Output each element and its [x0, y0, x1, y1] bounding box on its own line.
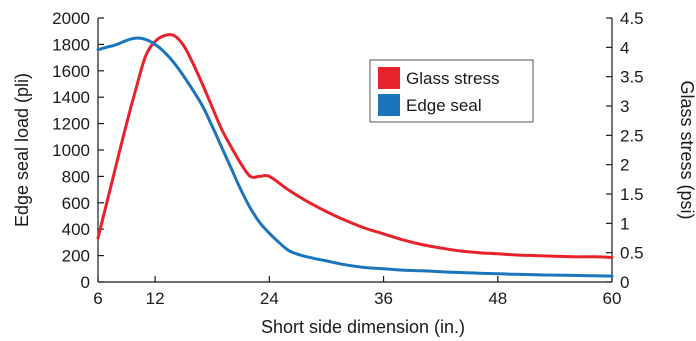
legend: Glass stress Edge seal	[369, 59, 534, 123]
legend-swatch-glass-stress	[378, 67, 400, 89]
right-y-tick-label: 2.5	[620, 126, 644, 145]
left-y-tick-label: 1200	[52, 115, 90, 134]
left-y-tick-label: 1000	[52, 141, 90, 160]
x-axis-title: Short side dimension (in.)	[261, 317, 465, 337]
left-y-tick-label: 2000	[52, 9, 90, 28]
right-y-tick-label: 1	[620, 214, 629, 233]
x-axis-ticks: 6 12 24 36 48 60	[93, 276, 621, 308]
left-y-tick-label: 800	[62, 167, 90, 186]
left-y-axis-ticks: 0 200 400 600 800 1000 1200 1400 1600 1800 2000	[52, 9, 104, 292]
left-y-tick-label: 1400	[52, 88, 90, 107]
series-line-edge-seal	[96, 36, 614, 278]
series-line-glass-stress	[96, 33, 614, 259]
x-tick-label: 12	[146, 289, 165, 308]
right-y-axis-ticks: 0 0.5 1 1.5 2 2.5 3 3.5 4 4.5	[606, 9, 644, 292]
right-y-tick-label: 4	[620, 38, 629, 57]
right-y-tick-label: 4.5	[620, 9, 644, 28]
x-tick-label: 6	[93, 289, 102, 308]
x-tick-label: 60	[603, 289, 622, 308]
left-y-tick-label: 400	[62, 220, 90, 239]
right-y-tick-label: 3	[620, 97, 629, 116]
left-y-tick-label: 600	[62, 194, 90, 213]
x-tick-label: 24	[260, 289, 279, 308]
right-y-tick-label: 0.5	[620, 244, 644, 263]
x-tick-label: 36	[374, 289, 393, 308]
series-lines	[96, 33, 614, 278]
right-y-tick-label: 2	[620, 156, 629, 175]
left-y-tick-label: 0	[81, 273, 90, 292]
plot-area	[97, 18, 613, 283]
right-y-tick-label: 1.5	[620, 185, 644, 204]
left-y-axis-title: Edge seal load (pli)	[12, 73, 32, 227]
left-y-tick-label: 200	[62, 247, 90, 266]
x-tick-label: 48	[488, 289, 507, 308]
legend-swatch-edge-seal	[378, 94, 400, 116]
left-y-tick-label: 1800	[52, 35, 90, 54]
right-y-axis-title: Glass stress (psi)	[677, 80, 696, 219]
legend-label-edge-seal: Edge seal	[406, 96, 482, 115]
legend-label-glass-stress: Glass stress	[406, 69, 500, 88]
left-y-tick-label: 1600	[52, 62, 90, 81]
right-y-tick-label: 0	[620, 273, 629, 292]
right-y-tick-label: 3.5	[620, 68, 644, 87]
